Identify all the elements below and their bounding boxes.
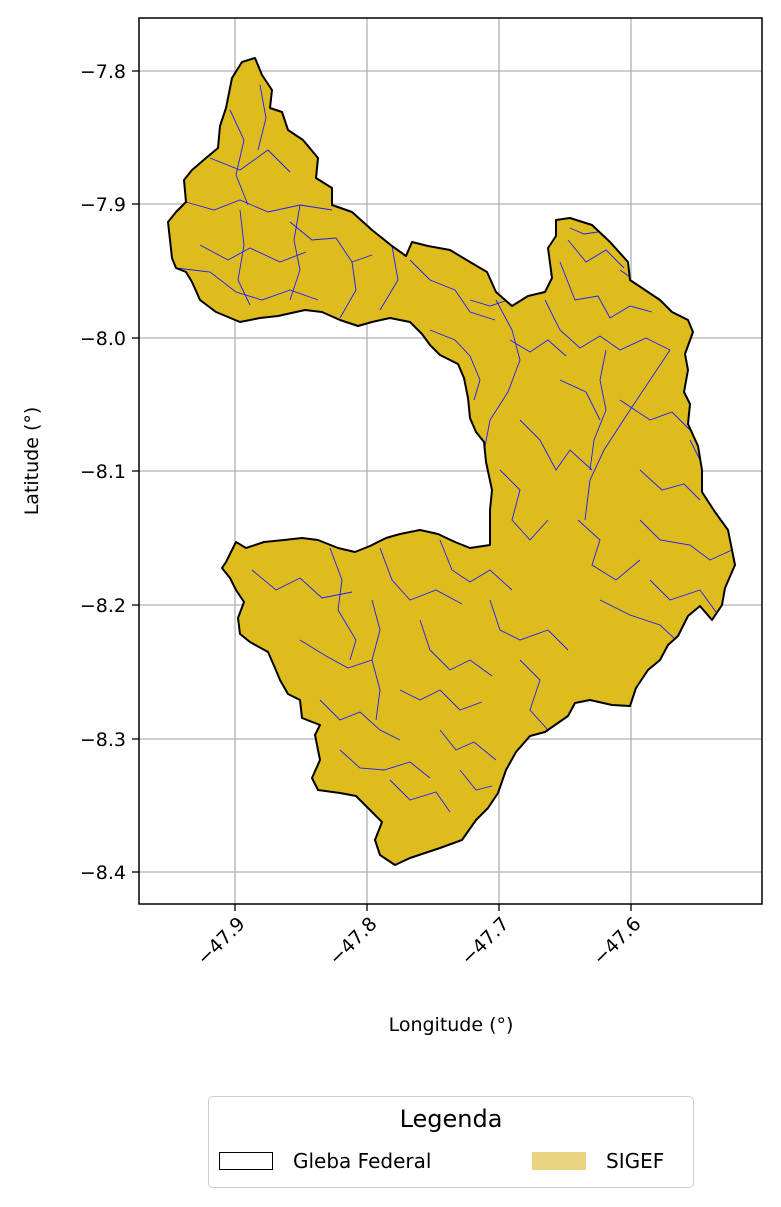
parcel-boundary: [489, 599, 569, 651]
parcel-boundary: [639, 469, 701, 501]
x-tick-labels: −47.9 −47.8 −47.7 −47.6: [193, 913, 646, 970]
parcel-boundary: [399, 689, 483, 711]
parcel-boundary: [185, 199, 333, 213]
y-tick-label: −8.4: [80, 862, 126, 884]
parcel-boundary: [237, 209, 251, 306]
parcel-boundary: [289, 204, 301, 301]
parcel-boundary: [649, 579, 717, 613]
y-tick-label: −8.2: [80, 595, 126, 617]
parcel-boundary: [209, 149, 291, 173]
parcel-boundary: [199, 244, 307, 263]
parcel-boundary: [409, 259, 496, 321]
x-tick-label: −47.7: [457, 913, 514, 970]
y-tick-label: −8.3: [80, 729, 126, 751]
parcel-boundary: [619, 399, 691, 431]
parcel-boundary: [689, 439, 701, 461]
parcel-boundary: [483, 299, 521, 453]
axes-frame: [138, 17, 763, 905]
parcel-boundary: [339, 261, 357, 319]
parcel-boundary: [429, 329, 481, 401]
gleba-federal-swatch: [219, 1152, 273, 1170]
legend: Legenda Gleba Federal SIGEF: [208, 1096, 694, 1188]
parcel-boundary: [379, 547, 463, 605]
parcel-boundary: [257, 84, 267, 151]
parcel-boundary: [567, 239, 625, 269]
y-tick-labels: −7.8 −7.9 −8.0 −8.1 −8.2 −8.3 −8.4: [80, 61, 126, 884]
parcel-boundary: [339, 749, 431, 779]
parcel-boundary: [229, 109, 249, 206]
parcel-boundary: [371, 599, 381, 721]
gleba-federal-outline: [167, 57, 736, 866]
parcel-boundary: [589, 349, 607, 471]
x-tick-label: −47.9: [193, 913, 250, 970]
y-tick-label: −8.0: [80, 328, 126, 350]
parcel-boundary: [559, 379, 601, 421]
parcel-boundary: [569, 227, 599, 235]
parcel-boundary: [329, 547, 357, 661]
parcel-boundary: [544, 299, 671, 351]
legend-title: Legenda: [399, 1105, 503, 1133]
parcel-boundary: [379, 245, 399, 311]
y-tick-label: −7.9: [80, 194, 126, 216]
legend-item-label: SIGEF: [606, 1149, 665, 1173]
legend-item-gleba-federal: Gleba Federal: [219, 1149, 431, 1173]
parcel-boundary: [319, 699, 401, 741]
parcel-boundary: [519, 659, 549, 731]
parcel-boundary: [469, 299, 509, 307]
parcel-boundary: [459, 769, 493, 791]
parcel-boundary: [419, 619, 493, 677]
parcel-boundary: [289, 221, 373, 263]
parcel-boundary: [439, 729, 497, 761]
x-tick-label: −47.8: [325, 913, 382, 970]
parcel-boundary: [175, 267, 319, 301]
parcel-boundary: [577, 519, 641, 581]
x-tick-label: −47.6: [589, 913, 646, 970]
y-axis-label: Latitude (°): [21, 407, 43, 516]
sigef-swatch: [532, 1152, 586, 1170]
parcel-boundary: [439, 539, 513, 591]
parcel-boundary: [559, 261, 653, 319]
sigef-parcels: [175, 84, 733, 813]
parcel-boundary: [389, 779, 451, 813]
tick-marks: [132, 70, 632, 911]
sigef-region: [168, 58, 735, 865]
parcel-boundary: [584, 349, 671, 521]
parcel-boundary: [599, 599, 677, 641]
y-tick-label: −8.1: [80, 461, 126, 483]
legend-item-sigef: SIGEF: [532, 1149, 664, 1173]
legend-item-label: Gleba Federal: [293, 1149, 432, 1173]
parcel-boundary: [639, 519, 733, 561]
x-axis-label: Longitude (°): [389, 1014, 514, 1036]
parcel-boundary: [509, 339, 567, 357]
parcel-boundary: [251, 569, 353, 599]
y-tick-label: −7.8: [80, 61, 126, 83]
parcel-boundary: [519, 419, 593, 471]
parcel-boundary: [299, 639, 373, 669]
parcel-boundary: [499, 469, 549, 541]
